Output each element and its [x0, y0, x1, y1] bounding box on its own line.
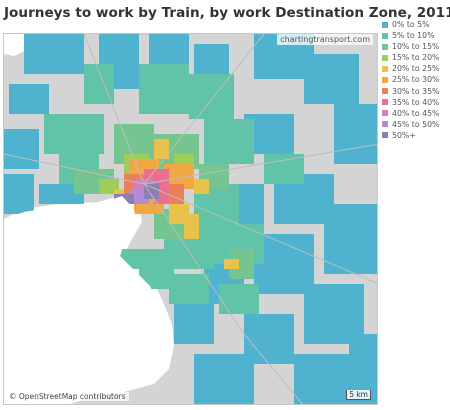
legend-label: 5% to 10% [392, 31, 435, 41]
legend-item[interactable]: 30% to 35% [382, 86, 450, 97]
legend-item[interactable]: 45% to 50% [382, 119, 450, 130]
legend-label: 20% to 25% [392, 64, 440, 74]
legend-label: 25% to 30% [392, 75, 440, 85]
legend-label: 40% to 45% [392, 108, 440, 118]
legend-swatch [382, 65, 388, 72]
legend-item[interactable]: 40% to 45% [382, 108, 450, 119]
zones-5-10 [44, 64, 304, 314]
choropleth-map[interactable]: chartingtransport.com © OpenStreetMap co… [3, 33, 378, 405]
site-credit[interactable]: chartingtransport.com [277, 34, 373, 45]
legend-item[interactable]: 15% to 20% [382, 52, 450, 63]
map-canvas [4, 34, 377, 404]
bay-water-top [4, 196, 167, 404]
legend-swatch [382, 121, 388, 128]
map-title: Journeys to work by Train, by work Desti… [4, 5, 450, 21]
legend-item[interactable]: 50%+ [382, 130, 450, 141]
roads [4, 34, 377, 404]
legend-item[interactable]: 0% to 5% [382, 19, 450, 30]
legend-label: 10% to 15% [392, 42, 440, 52]
legend-label: 35% to 40% [392, 97, 440, 107]
legend-label: 50%+ [392, 130, 416, 140]
scale-bar: 5 km [346, 390, 371, 400]
legend-item[interactable]: 20% to 25% [382, 63, 450, 74]
legend-swatch [382, 132, 388, 139]
legend-swatch [382, 88, 388, 95]
legend-item[interactable]: 10% to 15% [382, 41, 450, 52]
legend-swatch [382, 110, 388, 117]
legend-item[interactable]: 5% to 10% [382, 30, 450, 41]
legend-swatch [382, 76, 388, 83]
legend-swatch [382, 21, 388, 28]
legend-swatch [382, 99, 388, 106]
legend-swatch [382, 54, 388, 61]
legend-label: 30% to 35% [392, 86, 440, 96]
osm-attribution[interactable]: © OpenStreetMap contributors [6, 392, 129, 401]
legend-swatch [382, 32, 388, 39]
legend-label: 0% to 5% [392, 20, 430, 29]
legend-label: 45% to 50% [392, 119, 440, 129]
legend-swatch [382, 43, 388, 50]
legend-item[interactable]: 25% to 30% [382, 74, 450, 85]
legend-label: 15% to 20% [392, 53, 440, 63]
legend-item[interactable]: 35% to 40% [382, 97, 450, 108]
legend: 0% to 5% 5% to 10% 10% to 15% 15% to 20%… [382, 19, 450, 141]
